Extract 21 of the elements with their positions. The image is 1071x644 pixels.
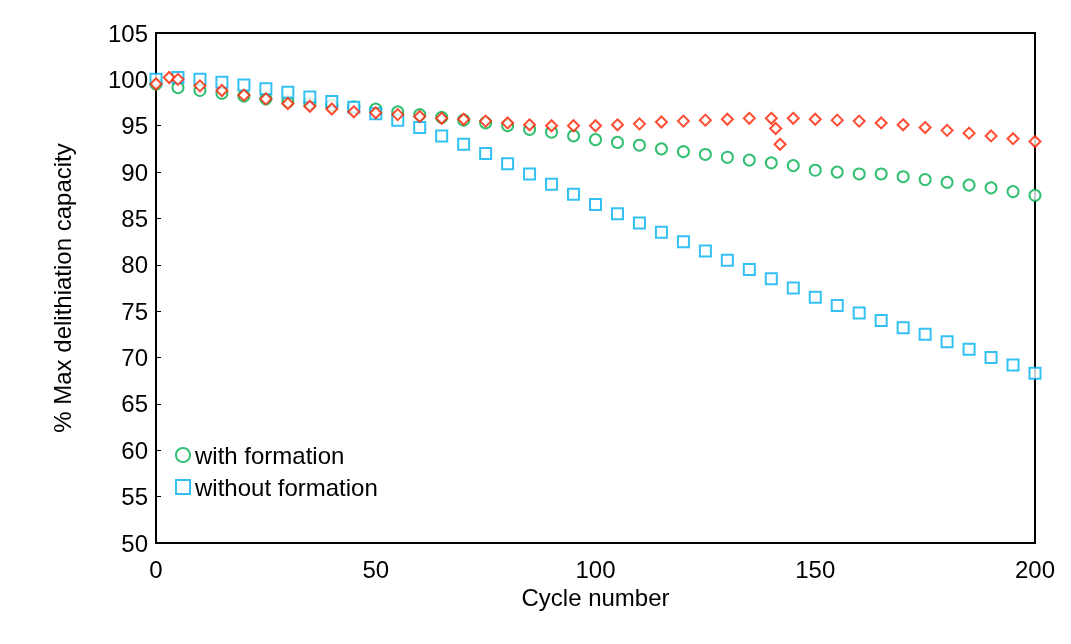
- y-tick-label: 90: [121, 158, 148, 186]
- y-tick-label: 65: [121, 390, 148, 418]
- x-tick-label: 0: [149, 555, 163, 583]
- y-tick-label: 50: [121, 529, 148, 557]
- y-axis-title: % Max delithiation capacity: [48, 143, 76, 433]
- legend-label: without formation: [194, 473, 378, 501]
- x-tick-label: 100: [575, 555, 616, 583]
- y-tick-label: 85: [121, 204, 148, 232]
- y-tick-label: 80: [121, 251, 148, 279]
- y-tick-label: 95: [121, 112, 148, 140]
- y-tick-label: 75: [121, 297, 148, 325]
- legend-label: with formation: [194, 441, 345, 469]
- y-tick-label: 55: [121, 483, 148, 511]
- y-tick-label: 60: [121, 436, 148, 464]
- x-tick-label: 150: [795, 555, 836, 583]
- y-tick-label: 100: [107, 65, 148, 93]
- x-axis-title: Cycle number: [521, 584, 670, 612]
- y-tick-label: 105: [107, 19, 148, 47]
- x-tick-label: 50: [362, 555, 390, 583]
- y-tick-label: 70: [121, 344, 148, 372]
- x-tick-label: 200: [1014, 555, 1056, 583]
